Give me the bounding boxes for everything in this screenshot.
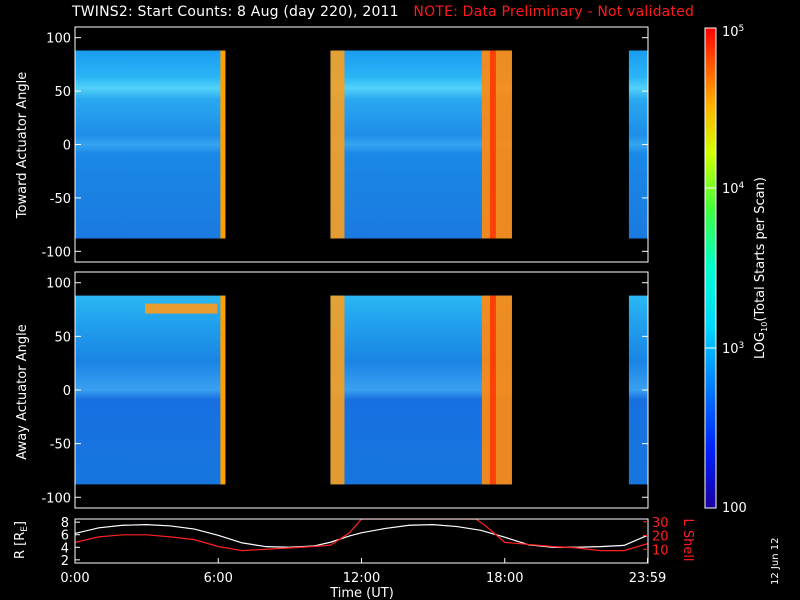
away-panel: 100 50 0 -50 -100: [41, 271, 649, 509]
away-edge-band: [220, 295, 226, 485]
away-ytick-label: 0: [63, 384, 71, 399]
r-ylabel-main: R [R: [13, 532, 28, 559]
colorbar-label-suffix: (Total Starts per Scan): [753, 177, 768, 322]
colorbar-tick-base: 10: [722, 342, 739, 357]
chart-title: TWINS2: Start Counts: 8 Aug (day 220), 2…: [72, 4, 399, 20]
toward-ytick-label: 0: [63, 139, 71, 154]
lshell-ylabel: L Shell: [680, 518, 695, 561]
toward-ytick-label: 100: [46, 32, 71, 47]
colorbar-label-prefix: LOG: [753, 332, 768, 359]
x-tick-label: 18:00: [486, 571, 523, 586]
toward-activity-band: [481, 50, 512, 239]
chart-title-row: TWINS2: Start Counts: 8 Aug (day 220), 2…: [72, 4, 694, 26]
colorbar-gradient: [704, 27, 717, 509]
lshell-series-line: [75, 519, 648, 552]
print-date: 12 Jun 12: [770, 537, 781, 585]
colorbar-tick-base: 10: [722, 25, 739, 40]
away-activity-band: [481, 295, 512, 485]
away-ytick-label: -50: [50, 438, 71, 453]
away-ytick-label: 50: [54, 330, 71, 345]
away-ylabel: Away Actuator Angle: [15, 324, 30, 459]
colorbar-tick-exp: 5: [739, 24, 745, 34]
r-ylabel-sub: E: [20, 526, 30, 532]
away-data-segment: [75, 295, 226, 485]
away-activity-band: [145, 303, 218, 314]
colorbar-tick-base: 10: [722, 182, 739, 197]
r-ytick-label: 4: [61, 541, 69, 556]
lshell-ytick-label: 30: [652, 516, 669, 531]
x-tick-label: 0:00: [60, 571, 89, 586]
r-ytick-label: 8: [61, 516, 69, 531]
r-ylabel: R [RE]: [13, 521, 30, 559]
toward-data-segment: [330, 50, 512, 239]
r-ytick-label: 6: [61, 529, 69, 544]
away-data-segment: [628, 295, 648, 485]
toward-ytick-label: -50: [50, 192, 71, 207]
x-tick-label: 12:00: [343, 571, 380, 586]
lshell-ytick-label: 10: [652, 543, 669, 558]
colorbar-tick-label: 100: [722, 501, 747, 516]
x-tick-label: 23:59: [629, 571, 666, 586]
r-ytick-label: 2: [61, 554, 69, 569]
lshell-ytick-label: 20: [652, 530, 669, 545]
away-ytick-label: -100: [41, 491, 71, 506]
toward-data-segment: [75, 50, 226, 239]
away-data-segment: [330, 295, 512, 485]
toward-ytick-label: -100: [41, 245, 71, 260]
colorbar-tick-label: 104: [722, 181, 745, 197]
colorbar-tick-base: 100: [722, 501, 747, 516]
toward-activity-band: [330, 50, 345, 239]
r-series-line: [75, 524, 648, 548]
x-axis-title: Time (UT): [329, 586, 394, 600]
toward-panel: 100 50 0 -50 -100: [41, 26, 649, 263]
r-ylabel-end: ]: [13, 521, 28, 526]
colorbar-label-sub: 10: [760, 322, 769, 332]
away-activity-band: [489, 295, 496, 485]
toward-edge-band: [220, 50, 226, 239]
colorbar-tick-label: 103: [722, 341, 744, 357]
toward-activity-band: [489, 50, 496, 239]
x-tick-label: 6:00: [204, 571, 233, 586]
preliminary-note: NOTE: Data Preliminary - Not validated: [413, 4, 695, 20]
colorbar-tick-label: 105: [722, 24, 744, 40]
colorbar-tick-exp: 4: [739, 181, 745, 191]
toward-data-segment: [628, 50, 648, 239]
away-ytick-label: 100: [46, 277, 71, 292]
colorbar-label: LOG10(Total Starts per Scan): [753, 177, 769, 359]
away-activity-band: [330, 295, 345, 485]
toward-ylabel: Toward Actuator Angle: [15, 72, 30, 219]
toward-ytick-label: 50: [54, 85, 71, 100]
colorbar-tick-exp: 3: [739, 341, 745, 351]
